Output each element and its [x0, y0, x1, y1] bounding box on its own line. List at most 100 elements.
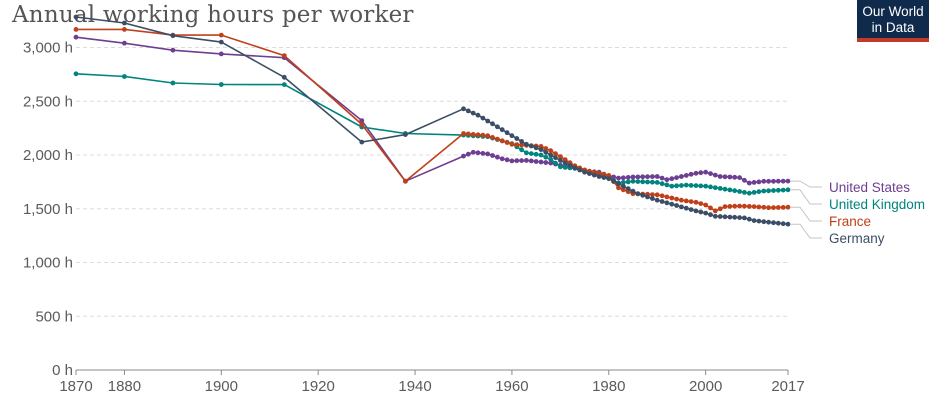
data-point[interactable] [771, 188, 776, 193]
data-point[interactable] [746, 180, 752, 186]
data-point[interactable] [780, 205, 786, 210]
data-point[interactable] [470, 132, 476, 137]
data-point[interactable] [645, 174, 650, 180]
data-point[interactable] [480, 132, 486, 138]
data-point[interactable] [679, 174, 684, 179]
data-point[interactable] [533, 145, 539, 151]
data-point[interactable] [524, 141, 529, 147]
data-point[interactable] [538, 147, 544, 153]
data-point[interactable] [654, 197, 660, 203]
series-line[interactable] [75, 36, 789, 184]
data-point[interactable] [577, 167, 583, 173]
data-point[interactable] [708, 212, 713, 218]
data-point[interactable] [742, 177, 747, 183]
data-point[interactable] [659, 181, 665, 187]
data-point[interactable] [717, 206, 723, 212]
data-point[interactable] [601, 175, 607, 181]
data-point[interactable] [630, 188, 636, 194]
data-point[interactable] [669, 195, 675, 201]
data-point[interactable] [620, 183, 626, 189]
data-point[interactable] [703, 169, 709, 175]
data-point[interactable] [698, 201, 704, 207]
data-point[interactable] [712, 213, 718, 219]
data-point[interactable] [504, 140, 510, 145]
data-point[interactable] [524, 158, 529, 163]
data-point[interactable] [722, 174, 728, 180]
data-point[interactable] [669, 183, 675, 189]
data-point[interactable] [218, 82, 224, 87]
data-point[interactable] [722, 204, 728, 210]
data-point[interactable] [533, 159, 539, 164]
data-point[interactable] [664, 182, 670, 188]
legend-label[interactable]: United Kingdom [829, 197, 925, 212]
data-point[interactable] [751, 204, 757, 210]
data-point[interactable] [674, 183, 679, 189]
data-point[interactable] [606, 176, 612, 182]
data-point[interactable] [461, 106, 466, 112]
data-point[interactable] [654, 192, 660, 198]
data-point[interactable] [746, 204, 752, 209]
data-point[interactable] [708, 184, 713, 190]
data-point[interactable] [688, 207, 694, 213]
data-point[interactable] [509, 133, 515, 139]
data-point[interactable] [490, 121, 495, 127]
data-point[interactable] [650, 196, 655, 201]
data-point[interactable] [688, 183, 694, 188]
data-point[interactable] [708, 171, 713, 177]
data-point[interactable] [640, 192, 646, 198]
data-point[interactable] [499, 138, 505, 144]
data-point[interactable] [722, 214, 728, 220]
data-point[interactable] [170, 80, 176, 86]
data-point[interactable] [558, 154, 563, 160]
data-point[interactable] [495, 154, 500, 160]
data-point[interactable] [601, 171, 607, 177]
data-point[interactable] [281, 82, 287, 87]
data-point[interactable] [465, 108, 471, 114]
data-point[interactable] [519, 158, 524, 164]
series-germany[interactable] [73, 14, 791, 227]
data-point[interactable] [771, 205, 776, 211]
data-point[interactable] [674, 203, 679, 208]
data-point[interactable] [785, 221, 791, 227]
data-point[interactable] [548, 148, 554, 154]
data-point[interactable] [771, 220, 776, 226]
data-point[interactable] [751, 180, 757, 185]
data-point[interactable] [567, 163, 573, 168]
data-point[interactable] [698, 209, 704, 215]
data-point[interactable] [587, 171, 592, 177]
data-point[interactable] [674, 175, 679, 181]
data-point[interactable] [688, 171, 694, 177]
data-point[interactable] [543, 154, 549, 160]
data-point[interactable] [620, 187, 626, 193]
data-point[interactable] [742, 203, 747, 209]
data-point[interactable] [683, 205, 689, 211]
data-point[interactable] [582, 169, 587, 175]
data-point[interactable] [669, 201, 675, 207]
data-point[interactable] [654, 180, 660, 185]
data-point[interactable] [654, 174, 660, 179]
data-point[interactable] [664, 177, 670, 183]
data-point[interactable] [775, 178, 781, 184]
data-point[interactable] [495, 124, 500, 130]
data-point[interactable] [625, 179, 631, 185]
data-point[interactable] [683, 182, 689, 188]
legend-label[interactable]: France [829, 214, 871, 229]
data-point[interactable] [519, 147, 524, 153]
data-point[interactable] [669, 176, 675, 182]
data-point[interactable] [218, 39, 224, 45]
data-point[interactable] [746, 190, 752, 196]
data-point[interactable] [766, 188, 771, 194]
data-point[interactable] [218, 32, 224, 38]
data-point[interactable] [775, 220, 781, 226]
data-point[interactable] [635, 179, 641, 185]
data-point[interactable] [727, 187, 733, 193]
data-point[interactable] [693, 183, 699, 189]
data-point[interactable] [490, 135, 495, 140]
data-point[interactable] [465, 131, 471, 137]
data-point[interactable] [548, 152, 554, 158]
data-point[interactable] [679, 204, 684, 210]
data-point[interactable] [766, 205, 771, 211]
data-point[interactable] [722, 186, 728, 192]
data-point[interactable] [751, 218, 757, 224]
data-point[interactable] [543, 160, 549, 165]
